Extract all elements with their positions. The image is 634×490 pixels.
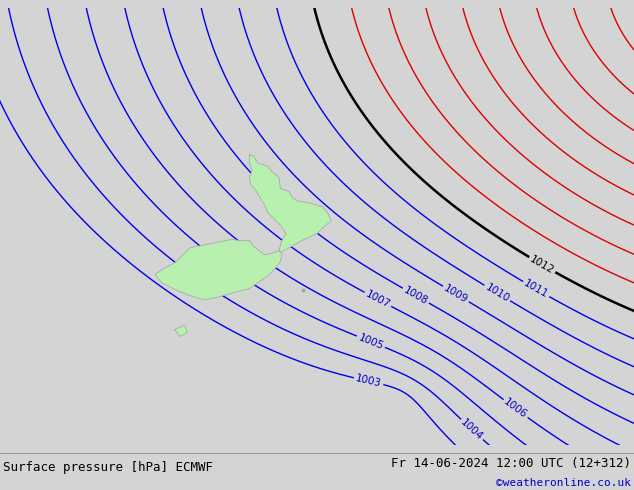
Text: ©weatheronline.co.uk: ©weatheronline.co.uk: [496, 478, 631, 489]
Text: Fr 14-06-2024 12:00 UTC (12+312): Fr 14-06-2024 12:00 UTC (12+312): [391, 457, 631, 470]
Text: Surface pressure [hPa] ECMWF: Surface pressure [hPa] ECMWF: [3, 461, 213, 474]
Text: 1006: 1006: [502, 397, 529, 420]
Polygon shape: [155, 239, 281, 300]
Text: 1005: 1005: [357, 332, 385, 351]
Text: 1011: 1011: [522, 278, 550, 300]
Text: 1008: 1008: [402, 285, 430, 306]
Text: 1010: 1010: [483, 282, 511, 304]
Polygon shape: [175, 325, 188, 337]
Polygon shape: [249, 155, 331, 252]
Text: 1004: 1004: [459, 417, 485, 442]
Text: 1012: 1012: [528, 254, 556, 276]
Text: 1009: 1009: [442, 283, 470, 305]
Text: 1003: 1003: [355, 373, 382, 389]
Text: 1007: 1007: [364, 289, 392, 310]
